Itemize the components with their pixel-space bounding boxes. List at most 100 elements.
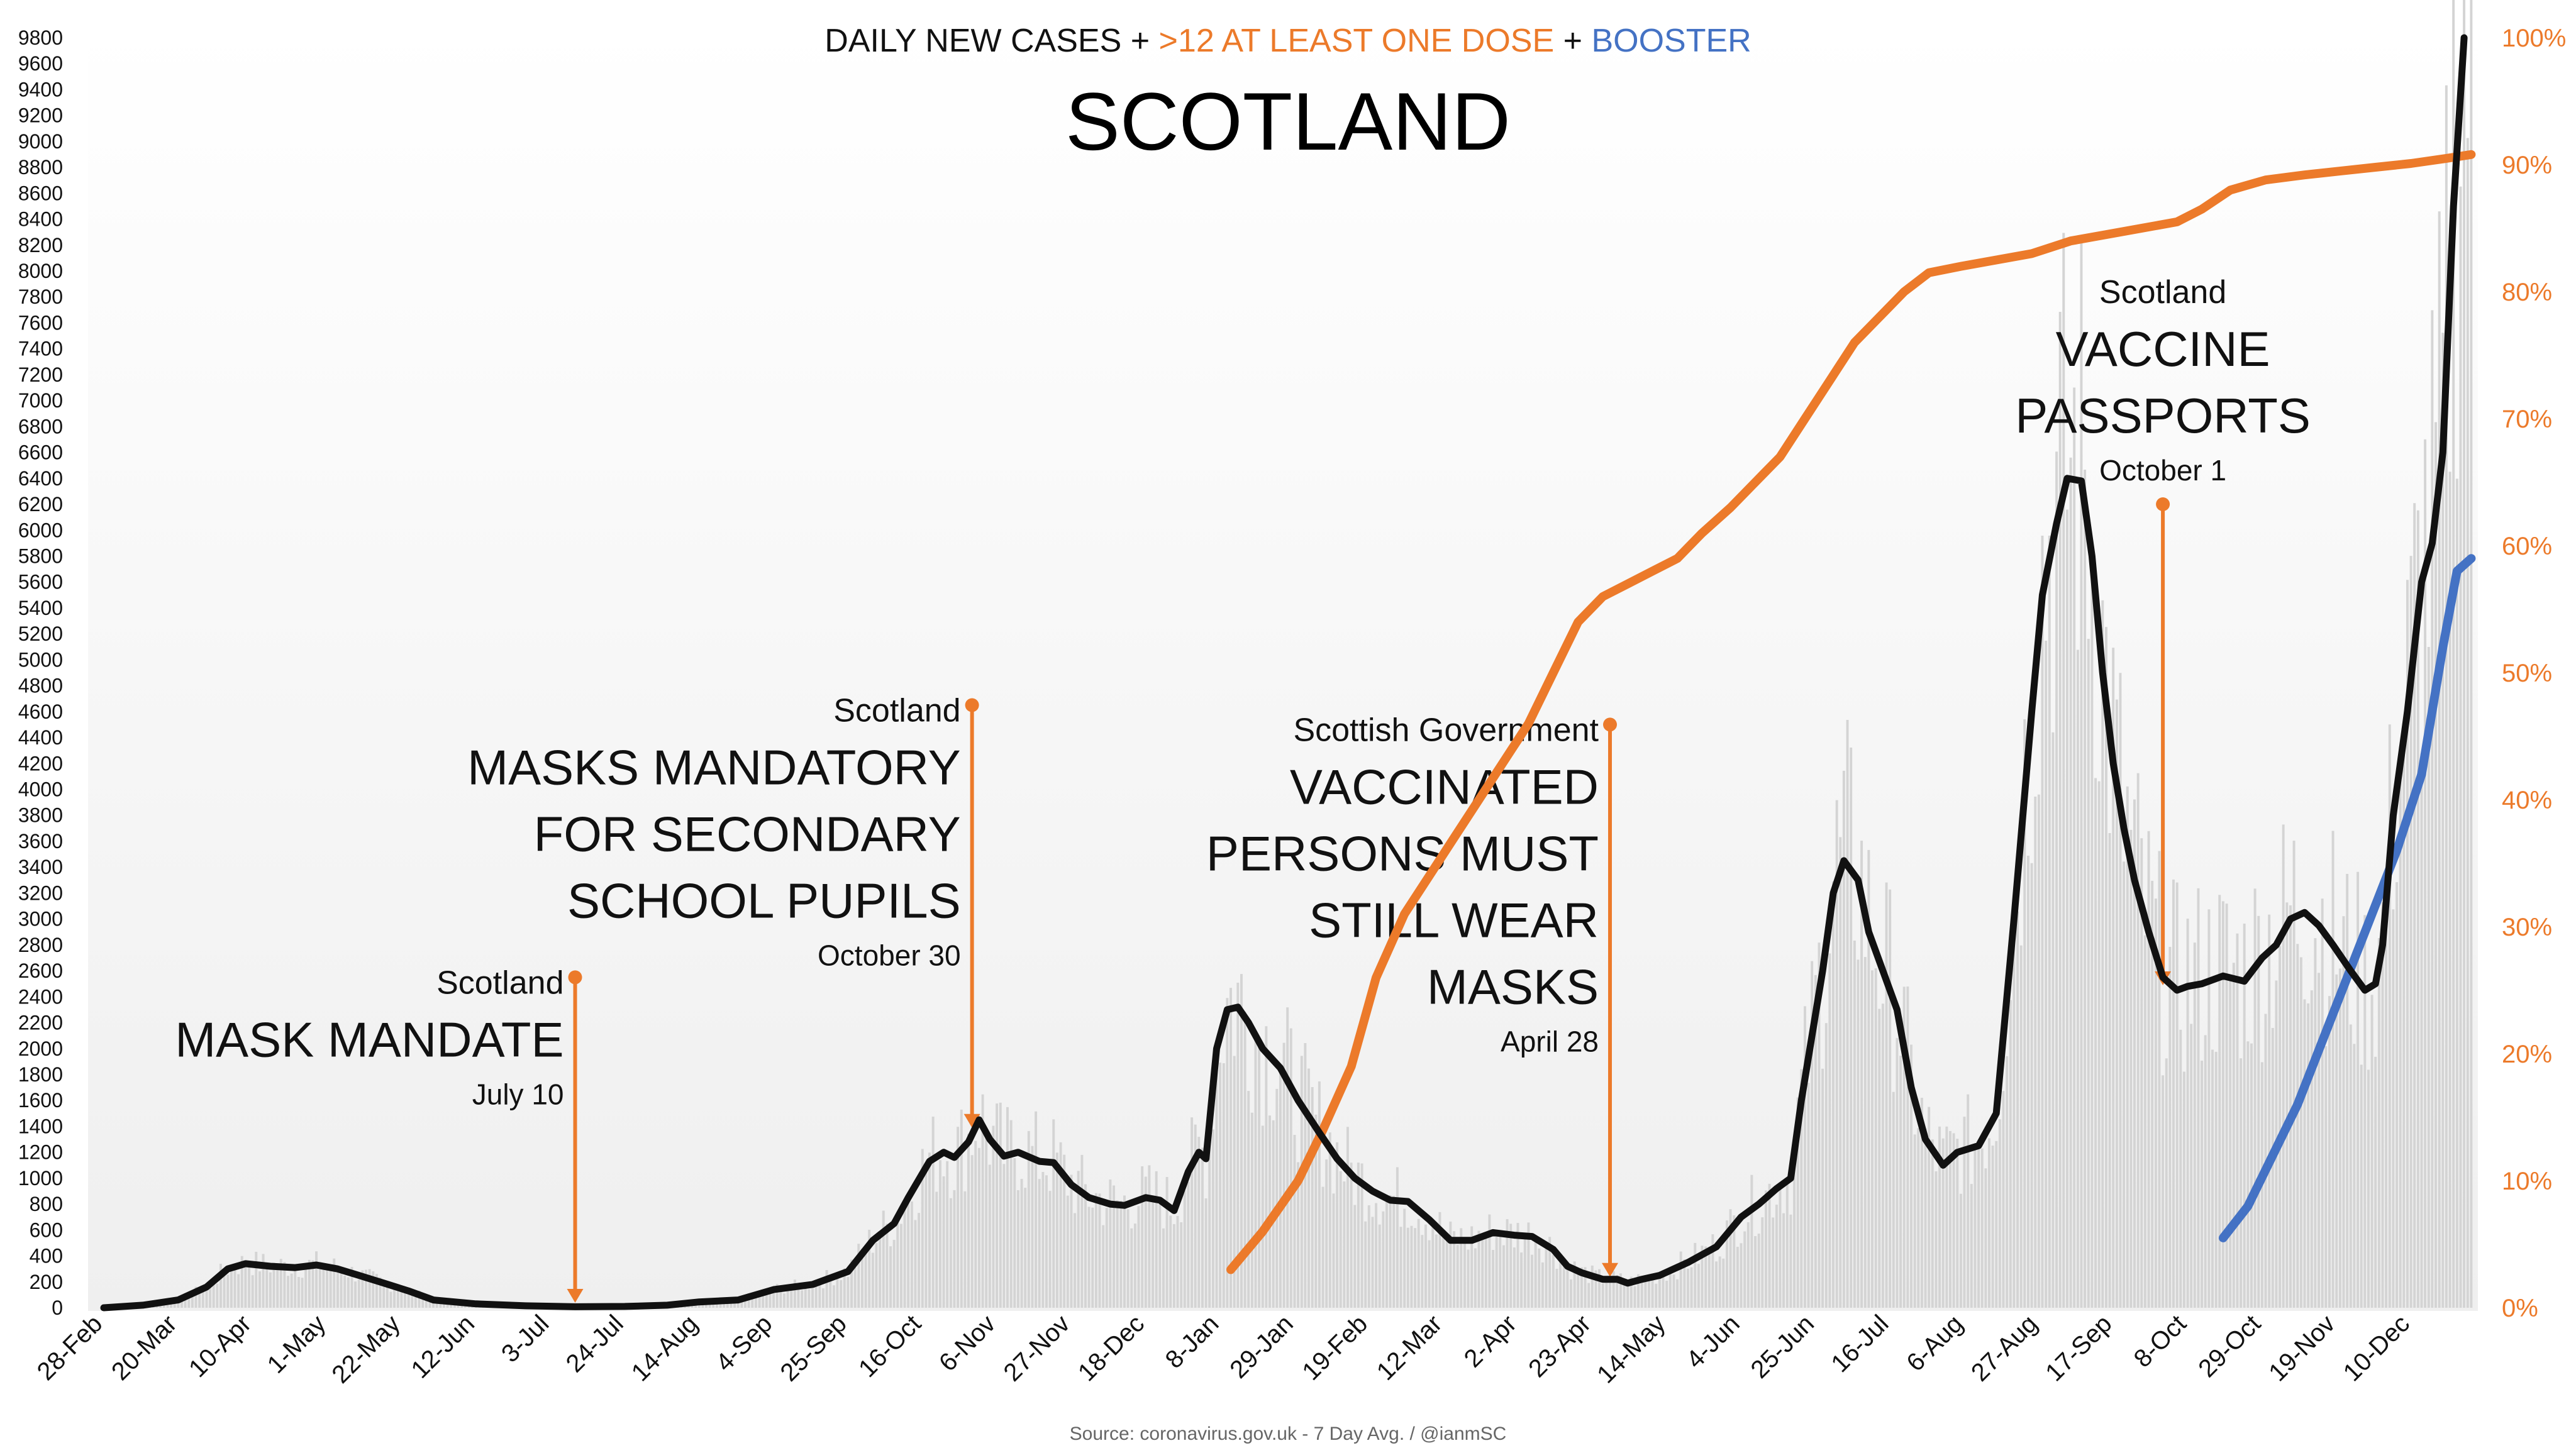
- daily-bar: [1502, 1246, 1505, 1308]
- daily-bar: [2339, 968, 2341, 1308]
- daily-bar: [2194, 942, 2196, 1308]
- daily-bar: [2438, 211, 2441, 1308]
- y-left-tick-label: 2200: [18, 1012, 63, 1034]
- daily-bar: [1130, 1229, 1133, 1308]
- y-right-tick-label: 70%: [2502, 406, 2552, 433]
- daily-bar: [315, 1251, 318, 1308]
- daily-bar: [1832, 881, 1835, 1308]
- subtitle-part-3: BOOSTER: [1591, 23, 1751, 59]
- daily-bar: [1740, 1243, 1743, 1308]
- daily-bar: [967, 1134, 970, 1308]
- y-left-tick-label: 4000: [18, 778, 63, 801]
- daily-bar: [2300, 958, 2302, 1308]
- daily-bar: [1995, 1141, 1997, 1308]
- daily-bar: [2374, 1057, 2377, 1308]
- x-tick-label: 4-Sep: [711, 1310, 778, 1377]
- daily-bar: [354, 1281, 357, 1308]
- daily-bar: [1775, 1205, 1778, 1308]
- daily-bar: [265, 1266, 268, 1308]
- daily-bar: [787, 1289, 789, 1308]
- daily-bar: [907, 1194, 909, 1308]
- y-left-tick-label: 8200: [18, 234, 63, 257]
- x-tick-label: 28-Feb: [32, 1310, 108, 1386]
- daily-bar: [390, 1292, 392, 1308]
- daily-bar: [2211, 1050, 2214, 1308]
- daily-bar: [1364, 1222, 1367, 1308]
- daily-bar: [801, 1290, 803, 1308]
- daily-bar: [2066, 510, 2068, 1308]
- daily-bar: [1013, 1158, 1016, 1308]
- daily-bar: [1152, 1200, 1154, 1308]
- daily-bar: [1786, 1178, 1789, 1308]
- daily-bar: [2350, 1024, 2352, 1308]
- daily-bar: [999, 1103, 1002, 1308]
- y-left-tick-label: 800: [30, 1193, 63, 1215]
- daily-bar: [1485, 1235, 1487, 1308]
- daily-bar: [1828, 953, 1831, 1308]
- daily-bar: [2048, 536, 2051, 1308]
- daily-bar: [2123, 861, 2125, 1308]
- daily-bar: [213, 1284, 215, 1308]
- daily-bar: [2129, 830, 2132, 1308]
- daily-bar: [904, 1208, 906, 1308]
- y-left-tick-label: 5800: [18, 545, 63, 568]
- daily-bar: [2378, 938, 2380, 1308]
- daily-bar: [893, 1240, 896, 1308]
- y-left-tick-label: 7000: [18, 389, 63, 412]
- y-left-tick-label: 3800: [18, 804, 63, 827]
- daily-bar: [2226, 903, 2228, 1308]
- daily-bar: [1765, 1190, 1767, 1308]
- daily-bar: [1169, 1215, 1172, 1308]
- daily-bar: [1977, 1148, 1980, 1308]
- daily-bar: [1559, 1257, 1562, 1308]
- daily-bar: [1109, 1180, 1111, 1308]
- daily-bar: [2272, 1028, 2274, 1308]
- daily-bar: [252, 1275, 254, 1308]
- annotation-headline: MASKS MANDATORY: [467, 740, 961, 795]
- daily-bar: [340, 1271, 343, 1308]
- daily-bar: [1346, 1127, 1349, 1308]
- daily-bar: [2090, 546, 2093, 1308]
- daily-bar: [1290, 1029, 1292, 1308]
- daily-bar: [294, 1268, 296, 1308]
- annotation-source: Scotland: [833, 693, 960, 729]
- daily-bar: [1513, 1247, 1516, 1308]
- daily-bar: [2197, 888, 2200, 1308]
- daily-bar: [2119, 673, 2122, 1308]
- y-right-tick-label: 50%: [2502, 660, 2552, 687]
- y-left-tick-label: 8000: [18, 260, 63, 282]
- daily-bar: [879, 1237, 881, 1308]
- daily-bar: [301, 1278, 304, 1308]
- daily-bar: [1223, 1063, 1225, 1308]
- daily-bar: [2098, 782, 2101, 1308]
- daily-bar: [1708, 1253, 1711, 1308]
- daily-bar: [1431, 1226, 1434, 1308]
- daily-bar: [2353, 1044, 2355, 1308]
- daily-bar: [2187, 919, 2189, 1308]
- subtitle-part-2: +: [1554, 23, 1591, 59]
- daily-bar: [1134, 1224, 1136, 1308]
- daily-bar: [833, 1285, 835, 1308]
- y-right-tick-label: 0%: [2502, 1295, 2538, 1322]
- daily-bar: [2045, 641, 2047, 1308]
- daily-bar: [1379, 1225, 1381, 1308]
- y-right-tick-label: 40%: [2502, 787, 2552, 814]
- x-tick-label: 17-Sep: [2040, 1310, 2117, 1386]
- y-left-tick-label: 7400: [18, 338, 63, 360]
- daily-bar: [248, 1268, 250, 1308]
- daily-bar: [343, 1276, 346, 1308]
- daily-bar: [1981, 1149, 1984, 1308]
- daily-bar: [1414, 1228, 1416, 1308]
- daily-bar: [291, 1274, 293, 1308]
- daily-bar: [198, 1293, 201, 1308]
- x-tick-label: 29-Jan: [1224, 1310, 1299, 1384]
- daily-bar: [1481, 1238, 1484, 1308]
- daily-bar: [1446, 1234, 1448, 1308]
- daily-bar: [928, 1152, 931, 1308]
- daily-bar: [1307, 1069, 1310, 1308]
- annotation-source: Scotland: [436, 964, 564, 1001]
- daily-bar: [1088, 1207, 1091, 1308]
- y-left-tick-label: 2000: [18, 1037, 63, 1060]
- daily-bar: [1247, 1091, 1250, 1308]
- y-left-tick-label: 2600: [18, 959, 63, 982]
